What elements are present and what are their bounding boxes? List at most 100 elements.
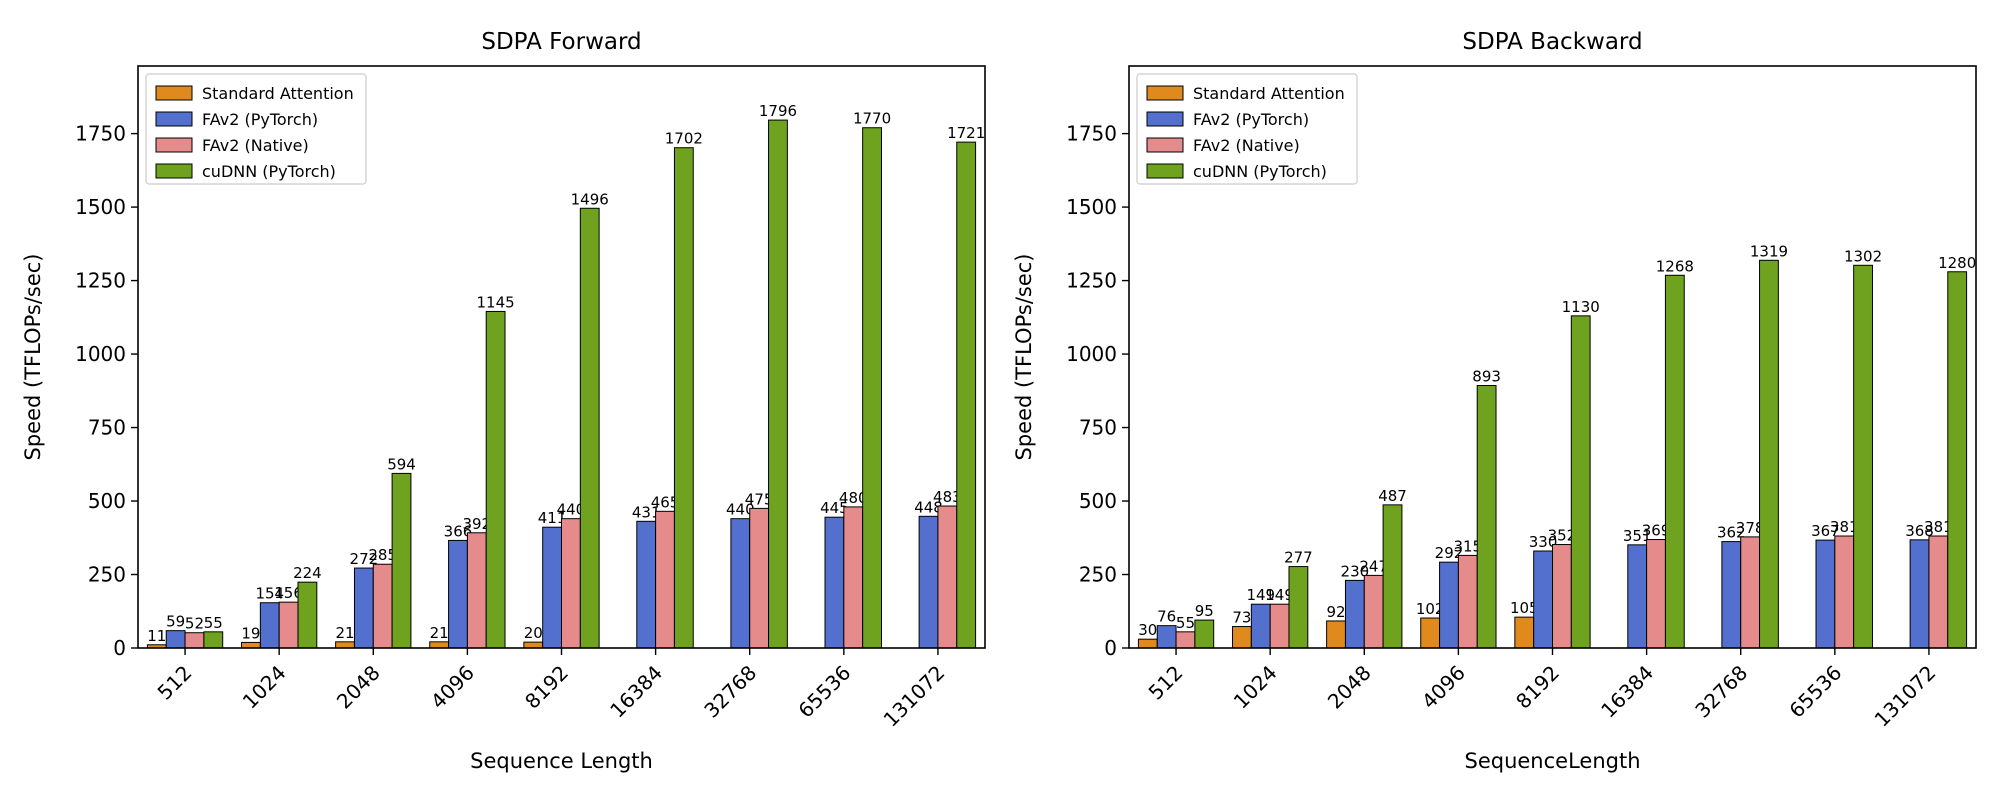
x-tick-label: 131072 (1870, 661, 1941, 732)
data-label: 1268 (1656, 257, 1694, 275)
bar (1627, 544, 1648, 649)
data-label: 292 (1435, 544, 1464, 562)
bar (1909, 539, 1930, 649)
data-label: 105 (1510, 599, 1539, 617)
x-tick-label: 8192 (520, 661, 573, 714)
data-label: 1721 (947, 124, 985, 142)
x-tick-label: 131072 (879, 661, 950, 732)
data-label: 440 (557, 501, 586, 519)
data-label: 487 (1378, 487, 1407, 505)
y-tick-label: 1500 (75, 195, 126, 219)
data-label: 1302 (1844, 247, 1882, 265)
x-tick-label: 2048 (1323, 661, 1376, 714)
data-label: 11 (147, 627, 166, 645)
data-label: 73 (1232, 609, 1251, 627)
legend: Standard Attention FAv2 (PyTorch) FAv2 (Na… (145, 73, 367, 185)
chart-title: SDPA Forward (481, 29, 641, 55)
x-tick-label: 8192 (1511, 661, 1564, 714)
bar (1759, 259, 1779, 649)
legend-label: Standard Attention (202, 84, 354, 103)
data-label: 230 (1341, 562, 1370, 580)
y-tick-label: 1250 (1066, 269, 1117, 293)
bar (1194, 619, 1215, 649)
bar (956, 141, 977, 649)
bar (184, 632, 205, 649)
data-label: 55 (1176, 614, 1195, 632)
bar (1457, 554, 1478, 649)
x-tick-label: 1024 (1229, 661, 1282, 714)
data-label: 149 (1265, 586, 1294, 604)
legend-label: cuDNN (PyTorch) (202, 162, 336, 181)
bar (1533, 550, 1554, 649)
data-label: 315 (1453, 537, 1482, 555)
x-tick-label: 4096 (426, 661, 479, 714)
legend-box (1136, 73, 1358, 185)
y-tick-label: 750 (1079, 416, 1117, 440)
bar (1646, 539, 1666, 649)
bar (448, 539, 468, 649)
legend-label: FAv2 (Native) (1193, 136, 1300, 155)
legend-label: FAv2 (PyTorch) (202, 110, 318, 129)
legend-swatch (1146, 85, 1184, 101)
bar (749, 507, 770, 649)
data-label: 1280 (1938, 254, 1976, 272)
bar (1363, 574, 1384, 649)
y-tick-label: 500 (1079, 489, 1117, 513)
data-label: 19 (241, 624, 260, 642)
bar (1928, 535, 1949, 649)
legend: Standard Attention FAv2 (PyTorch) FAv2 (Na… (1136, 73, 1358, 185)
data-label: 440 (726, 501, 755, 519)
data-label: 20 (524, 624, 543, 642)
data-label: 893 (1472, 368, 1501, 386)
data-label: 1496 (571, 190, 609, 208)
data-label: 369 (1642, 522, 1671, 540)
x-tick-label: 16384 (1596, 661, 1658, 723)
bar (1382, 504, 1403, 649)
y-tick-label: 1000 (75, 342, 126, 366)
data-label: 52 (185, 615, 204, 633)
bar (824, 516, 845, 649)
data-label: 247 (1359, 557, 1388, 575)
data-label: 76 (1157, 608, 1176, 626)
data-label: 483 (933, 488, 962, 506)
bar (673, 147, 694, 649)
y-tick-label: 0 (1104, 636, 1117, 660)
y-tick-label: 1750 (75, 122, 126, 146)
bar (297, 581, 318, 649)
x-tick-label: 512 (153, 661, 197, 705)
data-label: 475 (745, 490, 774, 508)
data-label: 1319 (1750, 242, 1788, 260)
data-label: 149 (1246, 586, 1275, 604)
chart-title: SDPA Backward (1462, 29, 1642, 55)
bar (1947, 271, 1968, 649)
y-axis-title: Speed (TFLOPs/sec) (1012, 254, 1036, 461)
bar (259, 602, 280, 649)
legend-label: FAv2 (PyTorch) (1193, 110, 1309, 129)
data-label: 272 (350, 550, 379, 568)
data-label: 1770 (853, 110, 891, 128)
data-label: 21 (335, 624, 354, 642)
bar (1552, 544, 1572, 649)
bar (1344, 579, 1365, 649)
data-label: 445 (820, 499, 849, 517)
data-label: 411 (538, 509, 567, 527)
bar (542, 526, 562, 649)
bar (335, 641, 355, 649)
y-tick-label: 1500 (1066, 195, 1117, 219)
bar (278, 601, 299, 649)
bar (1570, 315, 1591, 649)
data-label: 378 (1736, 519, 1765, 537)
bar (372, 563, 393, 649)
data-label: 352 (1548, 527, 1577, 545)
data-label: 594 (387, 455, 416, 473)
legend-swatch (1146, 163, 1184, 179)
bar (1326, 620, 1346, 649)
bar (579, 207, 600, 649)
y-tick-label: 250 (1079, 563, 1117, 587)
bar (1156, 625, 1177, 649)
data-label: 366 (444, 522, 473, 540)
legend-label: FAv2 (Native) (202, 136, 309, 155)
